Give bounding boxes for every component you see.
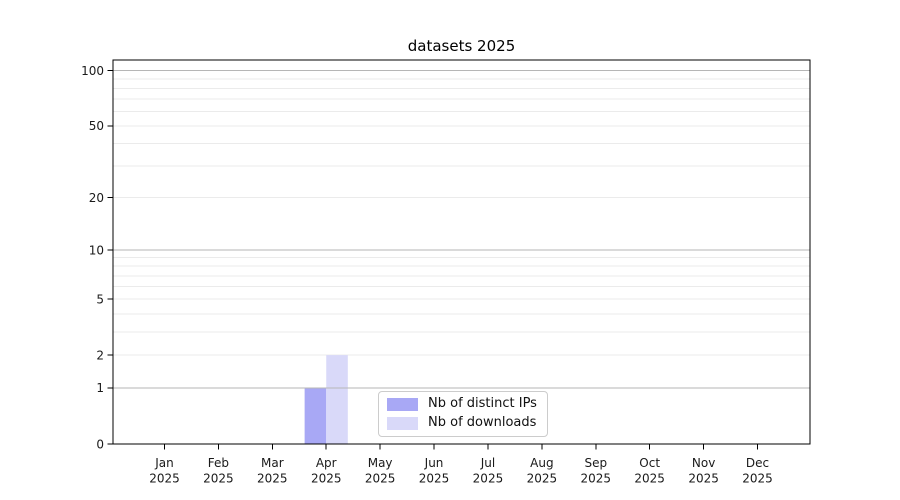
legend-label: Nb of downloads [428,415,537,431]
x-tick-label-month: Jun [424,456,444,470]
y-tick-label: 50 [89,119,104,133]
y-axis: 0 1 2 5 10 20 50 100 [81,64,113,451]
y-tick-label: 5 [96,292,104,306]
x-tick-label-month: Feb [208,456,229,470]
y-tick-label: 0 [96,437,104,451]
x-tick-label-month: Nov [692,456,715,470]
x-tick-label-year: 2025 [527,472,558,486]
legend-swatch [387,416,418,430]
x-tick-label-year: 2025 [634,472,665,486]
x-tick-label-year: 2025 [688,472,719,486]
y-tick-label: 100 [81,64,104,78]
x-tick-label-year: 2025 [203,472,234,486]
bars-layer [304,355,348,444]
legend-item: Nb of distinct IPs [387,396,537,411]
minor-gridlines [113,78,810,356]
legend-label: Nb of distinct IPs [428,396,537,411]
x-axis: Jan 2025 Feb 2025 Mar 2025 Apr 2025 May 2025 Jun 20… [149,444,773,486]
x-tick-label-year: 2025 [257,472,288,486]
y-tick-label: 20 [89,191,104,205]
x-tick-label-month: Jan [154,456,174,470]
x-tick-label-month: Dec [746,456,769,470]
plot-border [112,59,811,445]
x-tick-label-year: 2025 [419,472,450,486]
x-tick-label-month: Aug [530,456,553,470]
x-tick-label-month: May [368,456,393,470]
y-tick-label: 10 [89,243,104,257]
legend-item: Nb of downloads [387,415,537,431]
y-tick-label: 2 [96,348,104,362]
x-tick-label-year: 2025 [473,472,504,486]
x-tick-label-month: Mar [261,456,284,470]
x-tick-label-year: 2025 [149,472,180,486]
x-tick-label-month: Oct [639,456,660,470]
x-tick-label-year: 2025 [580,472,611,486]
x-tick-label-month: Sep [584,456,607,470]
legend: Nb of distinct IPs Nb of downloads [378,391,548,437]
y-tick-label: 1 [96,381,104,395]
x-tick-label-month: Apr [316,456,337,470]
x-tick-label-year: 2025 [311,472,342,486]
x-tick-label-month: Jul [480,456,495,470]
legend-swatch [387,397,418,411]
decade-gridlines [113,70,810,389]
bar [326,355,348,444]
chart-title: datasets 2025 [408,37,515,55]
x-tick-label-year: 2025 [742,472,773,486]
bar [304,387,327,444]
x-tick-label-year: 2025 [365,472,396,486]
